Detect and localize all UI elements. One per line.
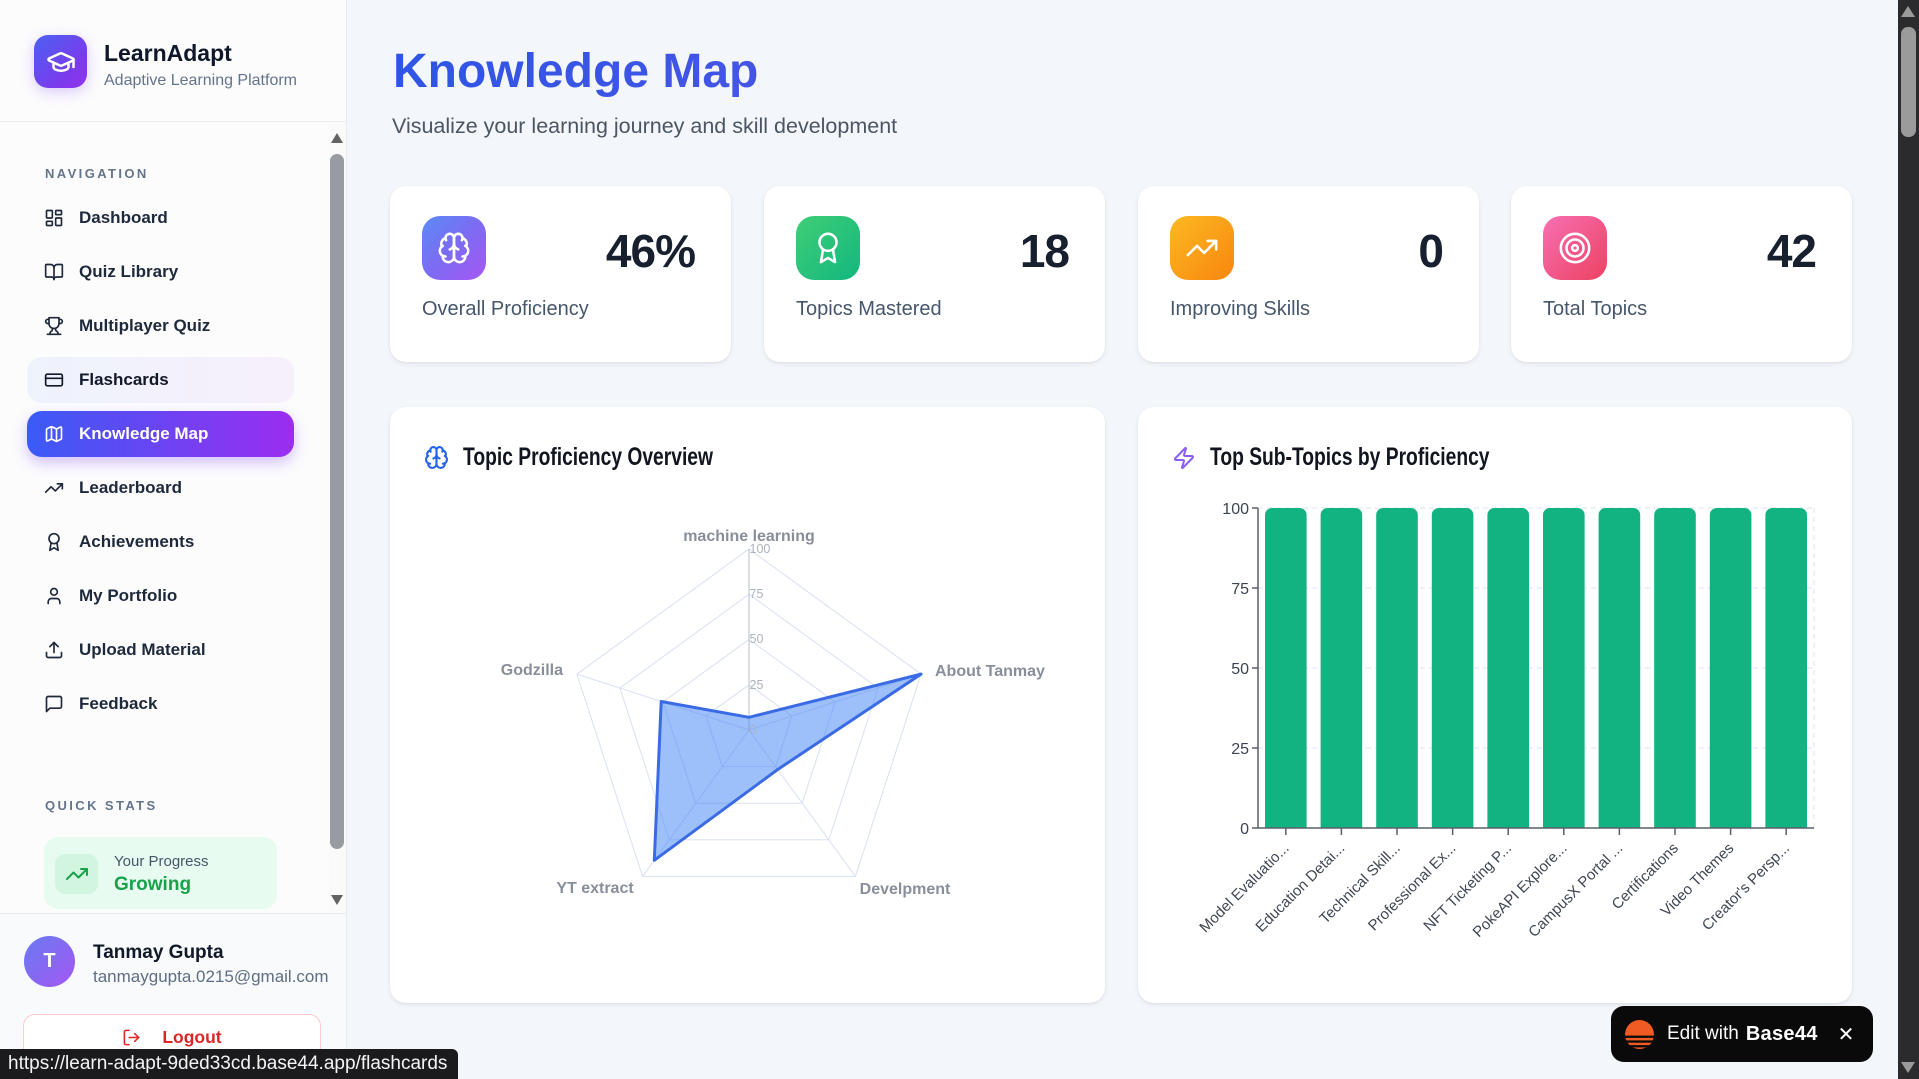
svg-text:machine learning: machine learning (683, 528, 815, 545)
svg-text:Develpment: Develpment (860, 881, 951, 898)
svg-text:YT extract: YT extract (556, 880, 634, 897)
svg-text:0: 0 (750, 723, 757, 737)
svg-text:50: 50 (1231, 661, 1249, 678)
svg-text:Godzilla: Godzilla (501, 662, 563, 679)
svg-text:75: 75 (750, 587, 764, 601)
svg-text:25: 25 (750, 678, 764, 692)
svg-text:0: 0 (1240, 821, 1249, 838)
svg-text:100: 100 (750, 542, 771, 556)
svg-text:About Tanmay: About Tanmay (935, 663, 1045, 680)
svg-text:CampusX Portal ...: CampusX Portal ... (1525, 840, 1626, 941)
svg-text:25: 25 (1231, 741, 1249, 758)
svg-text:PokeAPI Explore...: PokeAPI Explore... (1470, 840, 1571, 941)
svg-text:50: 50 (750, 632, 764, 646)
svg-text:100: 100 (1222, 501, 1249, 518)
svg-text:75: 75 (1231, 581, 1249, 598)
